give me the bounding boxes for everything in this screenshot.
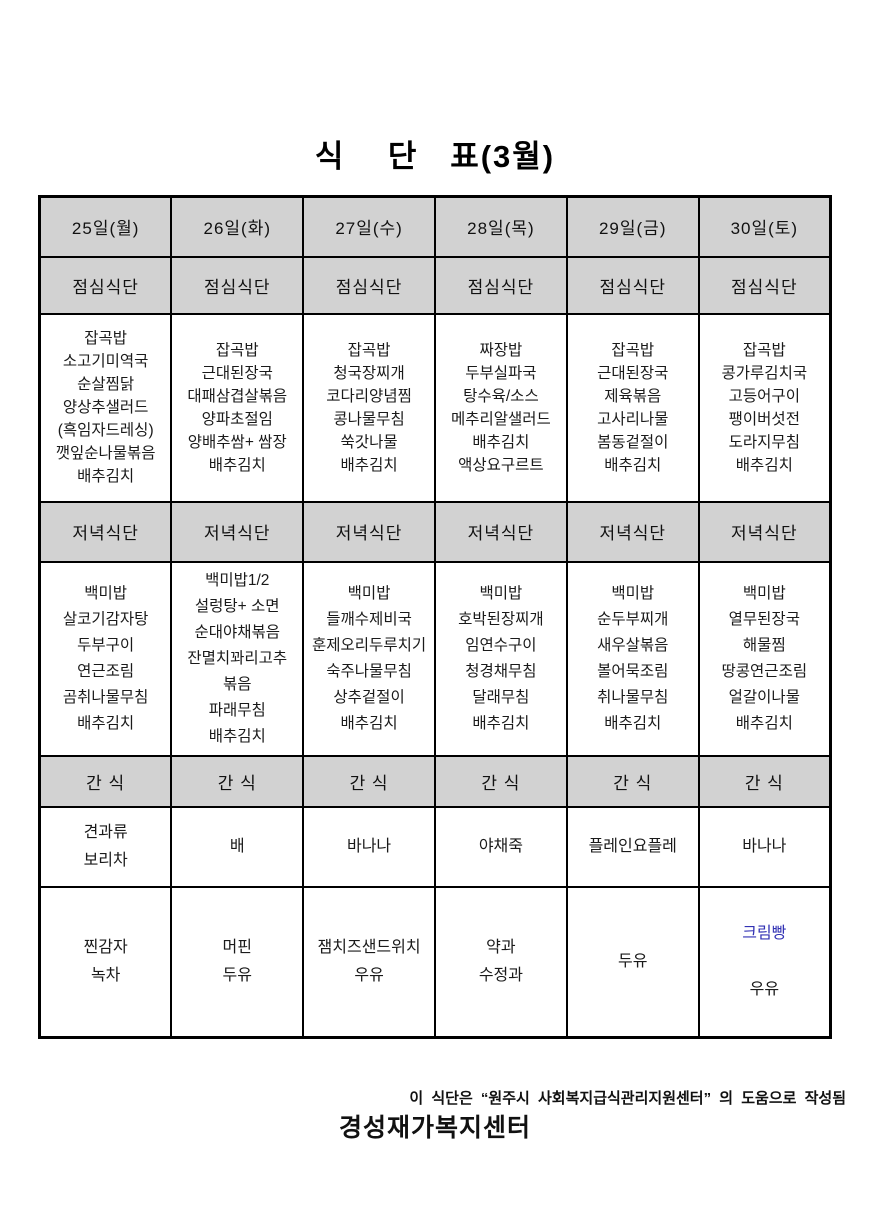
lunch-menu-cell: 짜장밥 두부실파국 탕수육/소스 메추리알샐러드 배추김치 액상요구르트 [433, 312, 568, 503]
highlighted-snack-item: 크림빵 [742, 924, 787, 942]
snack-cell: 바나나 [697, 805, 832, 888]
dinner-section-label: 저녁식단 [565, 500, 700, 563]
snack-cell: 바나나 [302, 805, 436, 888]
dinner-section-label: 저녁식단 [697, 500, 832, 563]
attribution-note: 이 식단은 “원주시 사회복지급식관리지원센터” 의 도움으로 작성됨 [409, 1090, 846, 1107]
lunch-label-row: 점심식단 점심식단 점심식단 점심식단 점심식단 점심식단 [38, 255, 832, 315]
day-header-cell: 25일(월) [38, 195, 173, 258]
lunch-section-label: 점심식단 [38, 255, 173, 315]
organization-name: 경성재가복지센터 [338, 1113, 531, 1142]
snack-cell: 잼치즈샌드위치 우유 [302, 885, 436, 1038]
lunch-section-label: 점심식단 [697, 255, 832, 315]
dinner-menu-cell: 백미밥 들깨수제비국 훈제오리두루치기 숙주나물무침 상추겉절이 배추김치 [302, 560, 436, 757]
snack-section-label: 간 식 [697, 754, 832, 808]
lunch-section-label: 점심식단 [302, 255, 436, 315]
snack-cell-highlighted: 크림빵 우유 [697, 885, 832, 1038]
day-header-cell: 27일(수) [302, 195, 436, 258]
lunch-section-label: 점심식단 [565, 255, 700, 315]
snack-drink-item: 우유 [749, 980, 780, 998]
snack-section-label: 간 식 [38, 754, 173, 808]
day-header-row: 25일(월) 26일(화) 27일(수) 28일(목) 29일(금) 30일(토… [38, 195, 832, 258]
snack-section-label: 간 식 [170, 754, 305, 808]
dinner-menu-cell: 백미밥 살코기감자탕 두부구이 연근조림 곰취나물무침 배추김치 [38, 560, 173, 757]
dinner-menu-cell: 백미밥 열무된장국 해물찜 땅콩연근조림 얼갈이나물 배추김치 [697, 560, 832, 757]
snack-cell: 약과 수정과 [433, 885, 568, 1038]
snack-row-2: 찐감자 녹차 머핀 두유 잼치즈샌드위치 우유 약과 수정과 두유 크림빵 우유 [38, 885, 832, 1038]
lunch-menu-cell: 잡곡밥 콩가루김치국 고등어구이 팽이버섯전 도라지무침 배추김치 [697, 312, 832, 503]
snack-section-label: 간 식 [433, 754, 568, 808]
day-header-cell: 30일(토) [697, 195, 832, 258]
snack-cell: 두유 [565, 885, 700, 1038]
lunch-menu-row: 잡곡밥 소고기미역국 순살찜닭 양상추샐러드 (흑임자드레싱) 깻잎순나물볶음 … [38, 312, 832, 503]
dinner-section-label: 저녁식단 [170, 500, 305, 563]
lunch-section-label: 점심식단 [433, 255, 568, 315]
page-title: 식 단 표(3월) [314, 139, 556, 174]
dinner-section-label: 저녁식단 [38, 500, 173, 563]
snack-section-label: 간 식 [302, 754, 436, 808]
lunch-menu-cell: 잡곡밥 근대된장국 대패삼겹살볶음 양파초절임 양배추쌈+ 쌈장 배추김치 [170, 312, 305, 503]
day-header-cell: 26일(화) [170, 195, 305, 258]
dinner-menu-cell: 백미밥 순두부찌개 새우살볶음 볼어묵조림 취나물무침 배추김치 [565, 560, 700, 757]
lunch-section-label: 점심식단 [170, 255, 305, 315]
snack-cell: 머핀 두유 [170, 885, 305, 1038]
lunch-menu-cell: 잡곡밥 근대된장국 제육볶음 고사리나물 봄동겉절이 배추김치 [565, 312, 700, 503]
dinner-menu-cell: 백미밥 호박된장찌개 임연수구이 청경채무침 달래무침 배추김치 [433, 560, 568, 757]
dinner-label-row: 저녁식단 저녁식단 저녁식단 저녁식단 저녁식단 저녁식단 [38, 500, 832, 563]
day-header-cell: 29일(금) [565, 195, 700, 258]
lunch-menu-cell: 잡곡밥 청국장찌개 코다리양념찜 콩나물무침 쑥갓나물 배추김치 [302, 312, 436, 503]
dinner-menu-cell: 백미밥1/2 설렁탕+ 소면 순대야채볶음 잔멸치꽈리고추 볶음 파래무침 배추… [170, 560, 305, 757]
snack-cell: 찐감자 녹차 [38, 885, 173, 1038]
snack-cell: 배 [170, 805, 305, 888]
day-header-cell: 28일(목) [433, 195, 568, 258]
dinner-menu-row: 백미밥 살코기감자탕 두부구이 연근조림 곰취나물무침 배추김치 백미밥1/2 … [38, 560, 832, 757]
snack-row-1: 견과류 보리차 배 바나나 야채죽 플레인요플레 바나나 [38, 805, 832, 888]
meal-plan-table: 25일(월) 26일(화) 27일(수) 28일(목) 29일(금) 30일(토… [38, 195, 832, 1039]
snack-section-label: 간 식 [565, 754, 700, 808]
dinner-section-label: 저녁식단 [433, 500, 568, 563]
lunch-menu-cell: 잡곡밥 소고기미역국 순살찜닭 양상추샐러드 (흑임자드레싱) 깻잎순나물볶음 … [38, 312, 173, 503]
snack-cell: 견과류 보리차 [38, 805, 173, 888]
dinner-section-label: 저녁식단 [302, 500, 436, 563]
snack-cell: 플레인요플레 [565, 805, 700, 888]
snack-label-row: 간 식 간 식 간 식 간 식 간 식 간 식 [38, 754, 832, 808]
snack-cell: 야채죽 [433, 805, 568, 888]
